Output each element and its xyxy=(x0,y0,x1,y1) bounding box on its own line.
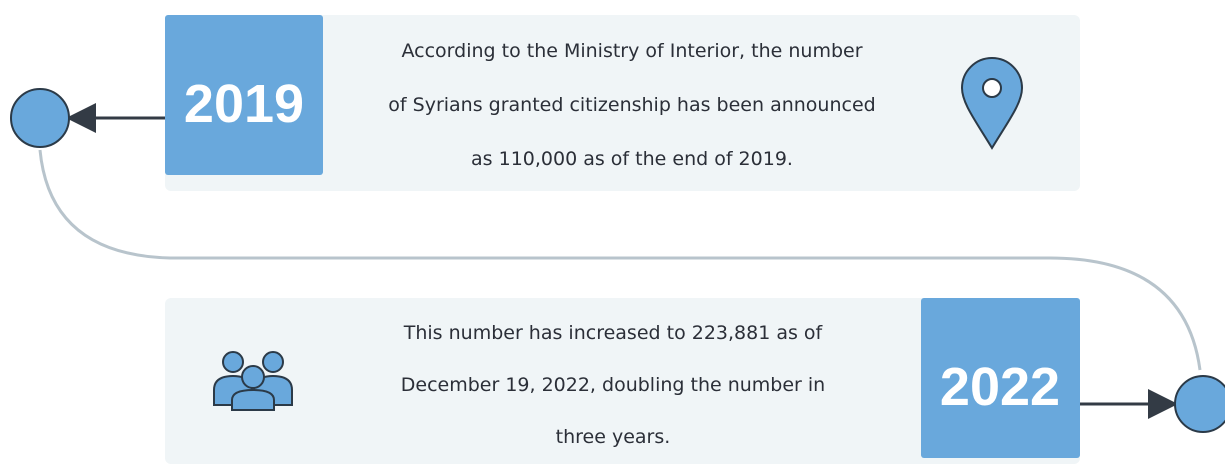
year-box xyxy=(165,15,323,175)
node xyxy=(1174,375,1225,433)
year-label: 2019 xyxy=(184,74,304,134)
card-text: three years. xyxy=(556,426,671,448)
card-text: of Syrians granted citizenship has been … xyxy=(388,94,875,116)
connector-curve xyxy=(38,149,1202,371)
card-2019 xyxy=(165,15,1080,191)
card-text: According to the Ministry of Interior, t… xyxy=(401,40,862,62)
year-label: 2022 xyxy=(940,357,1060,417)
card-text: December 19, 2022, doubling the number i… xyxy=(401,374,825,396)
people-icon xyxy=(213,351,293,411)
card-text: as 110,000 as of the end of 2019. xyxy=(471,148,793,170)
location-icon xyxy=(960,57,1024,150)
year-box xyxy=(921,298,1080,458)
card-text: This number has increased to 223,881 as … xyxy=(403,322,824,344)
card-2022 xyxy=(165,298,1080,464)
node xyxy=(10,88,70,148)
